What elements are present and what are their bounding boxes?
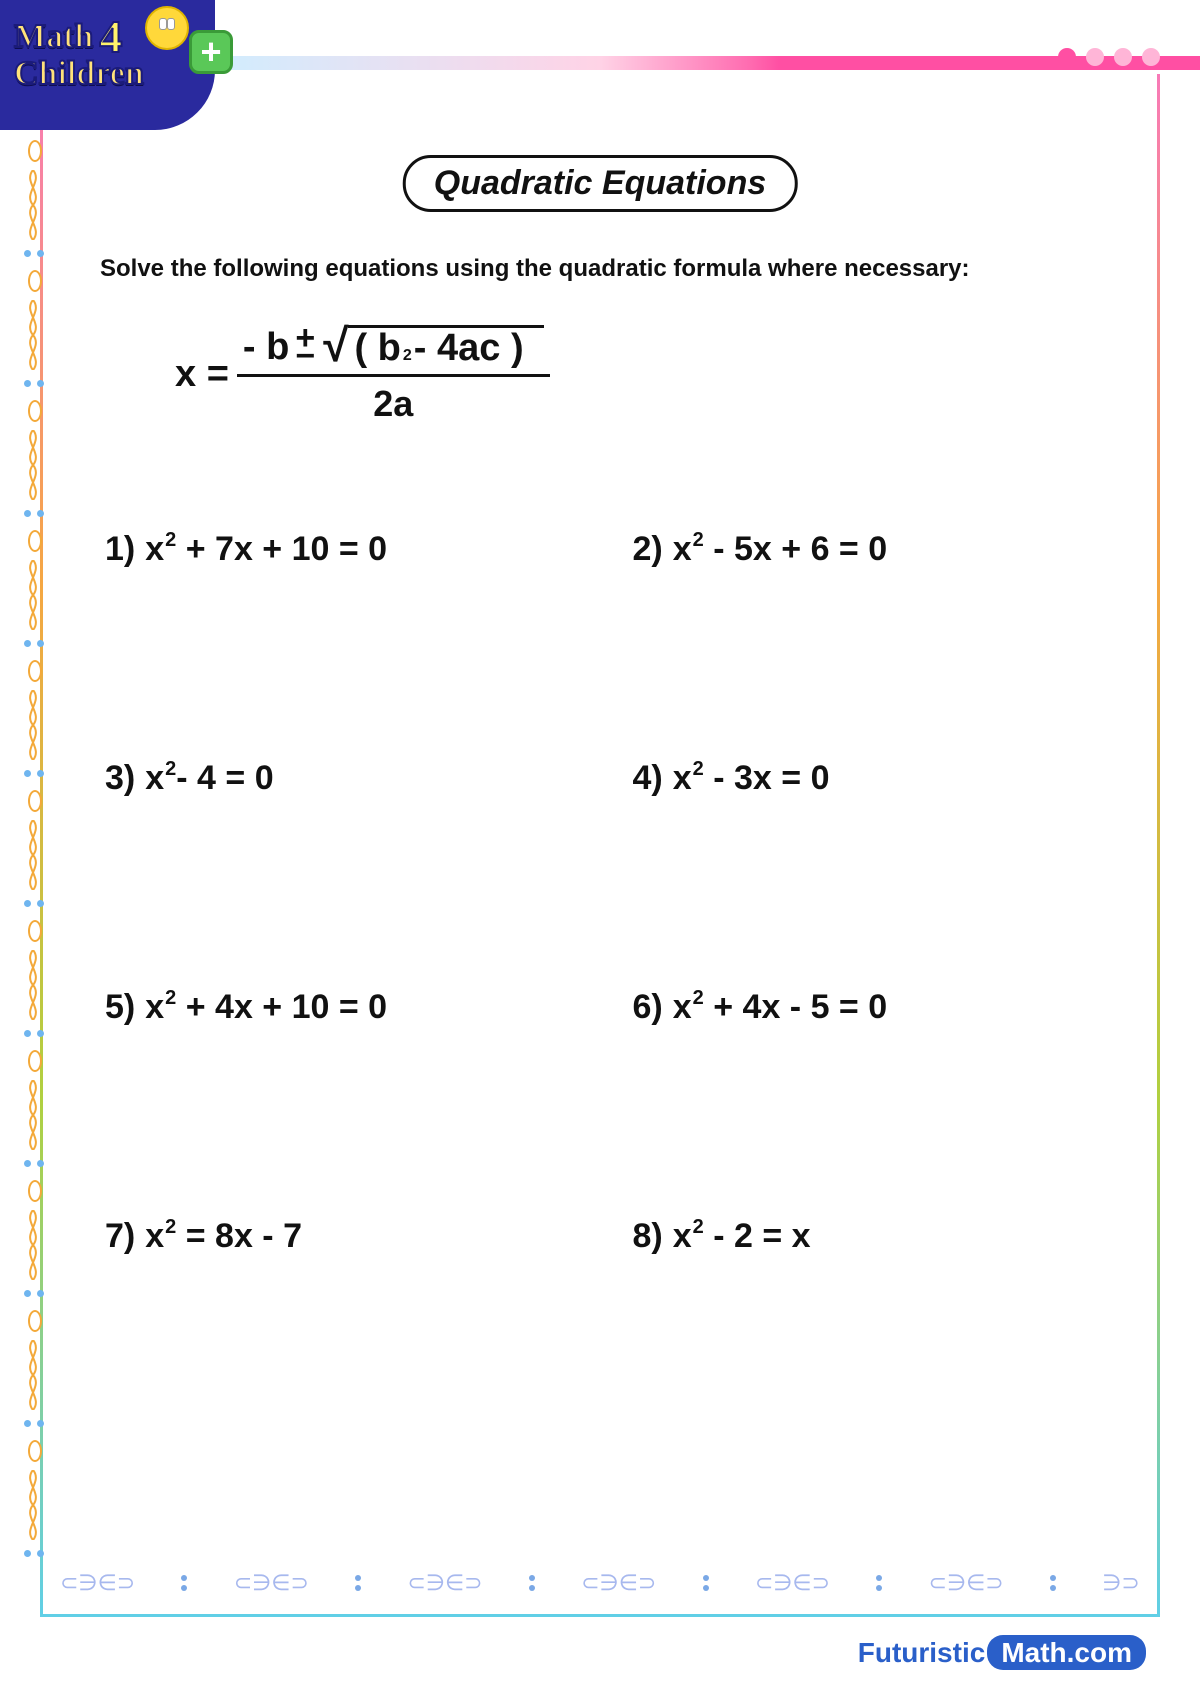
quadratic-formula: x = - b + − √ ( b 2 - 4ac ) 2a bbox=[175, 325, 550, 425]
squiggle-icon: ⊂∋∈⊃ bbox=[60, 1570, 135, 1596]
top-gradient-bar bbox=[200, 56, 1200, 70]
squiggle-icon: ⊂∋∈⊃ bbox=[234, 1570, 309, 1596]
dots-icon bbox=[703, 1575, 709, 1591]
formula-lhs: x = bbox=[175, 353, 229, 396]
dots-icon bbox=[1050, 1575, 1056, 1591]
problem-5: 5)x2 + 4x + 10 = 0 bbox=[105, 988, 593, 1027]
logo-text-math: Math bbox=[14, 18, 93, 56]
top-dots bbox=[1058, 48, 1160, 66]
footer-text-2: Math.com bbox=[987, 1635, 1146, 1670]
mascot-icon bbox=[145, 6, 189, 50]
left-ornament-column bbox=[8, 140, 58, 1607]
problem-6: 6)x2 + 4x - 5 = 0 bbox=[633, 988, 1121, 1027]
instructions-text: Solve the following equations using the … bbox=[100, 255, 1120, 283]
dot-icon bbox=[1086, 48, 1104, 66]
dots-icon bbox=[355, 1575, 361, 1591]
site-logo: Math 4 Children + bbox=[0, 0, 215, 130]
squiggle-icon: ⊂∋∈⊃ bbox=[929, 1570, 1004, 1596]
squiggle-icon: ⊂∋∈⊃ bbox=[581, 1570, 656, 1596]
plus-minus-icon: + − bbox=[295, 329, 315, 366]
footer-attribution: FuturisticMath.com bbox=[858, 1637, 1146, 1669]
problem-8: 8)x2 - 2 = x bbox=[633, 1217, 1121, 1256]
squiggle-icon: ⊂∋∈⊃ bbox=[755, 1570, 830, 1596]
formula-fraction: - b + − √ ( b 2 - 4ac ) 2a bbox=[237, 325, 550, 425]
problem-1: 1)x2 + 7x + 10 = 0 bbox=[105, 530, 593, 569]
squiggle-icon: ∋⊃ bbox=[1102, 1570, 1140, 1596]
formula-denominator: 2a bbox=[373, 377, 413, 425]
surd-symbol: √ bbox=[323, 325, 348, 366]
dot-icon bbox=[1058, 48, 1076, 66]
bottom-ornament-row: ⊂∋∈⊃ ⊂∋∈⊃ ⊂∋∈⊃ ⊂∋∈⊃ ⊂∋∈⊃ ⊂∋∈⊃ ∋⊃ bbox=[60, 1563, 1140, 1603]
formula-minus-b: - b bbox=[243, 326, 289, 369]
worksheet-title: Quadratic Equations bbox=[403, 155, 798, 212]
problem-3: 3)x2- 4 = 0 bbox=[105, 759, 593, 798]
dots-icon bbox=[876, 1575, 882, 1591]
dot-icon bbox=[1142, 48, 1160, 66]
plus-icon: + bbox=[189, 30, 233, 74]
footer-text-1: Futuristic bbox=[858, 1637, 986, 1668]
dot-icon bbox=[1114, 48, 1132, 66]
problem-7: 7)x2 = 8x - 7 bbox=[105, 1217, 593, 1256]
logo-text-children: Children bbox=[14, 55, 201, 93]
radical-icon: √ ( b 2 - 4ac ) bbox=[323, 325, 543, 370]
problem-4: 4)x2 - 3x = 0 bbox=[633, 759, 1121, 798]
squiggle-icon: ⊂∋∈⊃ bbox=[407, 1570, 482, 1596]
radicand: ( b 2 - 4ac ) bbox=[348, 325, 543, 370]
problem-2: 2)x2 - 5x + 6 = 0 bbox=[633, 530, 1121, 569]
dots-icon bbox=[529, 1575, 535, 1591]
dots-icon bbox=[181, 1575, 187, 1591]
problems-grid: 1)x2 + 7x + 10 = 0 2)x2 - 5x + 6 = 0 3)x… bbox=[105, 530, 1120, 1256]
